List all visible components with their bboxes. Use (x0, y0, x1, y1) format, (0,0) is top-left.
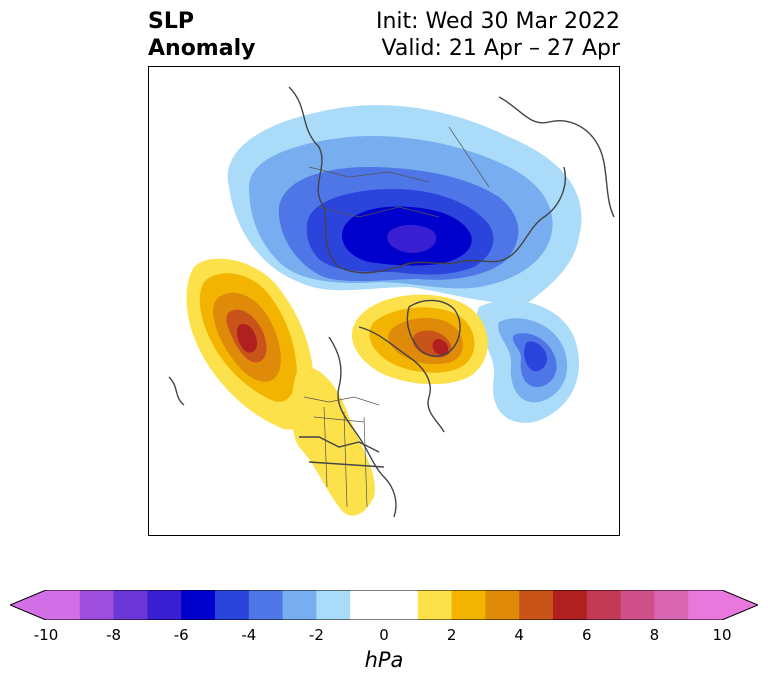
valid-range-label: Valid: 21 Apr – 27 Apr (381, 36, 621, 61)
init-date-label: Init: Wed 30 Mar 2022 (375, 9, 620, 34)
colorbar-segment (451, 590, 486, 620)
colorbar-tick-labels: -10 -8 -6 -4 -2 0 2 4 6 8 10 (0, 626, 768, 646)
negative-anomaly-atlantic (476, 300, 580, 423)
colorbar-segment (46, 590, 81, 620)
colorbar-segment (147, 590, 182, 620)
colorbar-segment (248, 590, 284, 620)
positive-anomaly-greenland (351, 294, 488, 385)
colorbar-tick-label: -10 (33, 626, 59, 644)
political-borders (303, 126, 490, 508)
colorbar-segment (282, 590, 317, 620)
colorbar-tick-label: -8 (106, 626, 122, 644)
colorbar-tick-label: 6 (582, 626, 592, 644)
title-line-1: SLP (148, 9, 194, 34)
colorbar-segment (654, 590, 689, 620)
colorbar-segment (620, 590, 655, 620)
colorbar-segment (485, 590, 520, 620)
map-title: SLP Anomaly (148, 8, 255, 62)
colorbar-tick-label: 0 (379, 626, 389, 644)
coastlines (168, 86, 615, 518)
colorbar-segment (553, 590, 588, 620)
colorbar-extend-low (10, 590, 46, 620)
colorbar-segment (417, 590, 453, 620)
colorbar-segment (688, 590, 723, 620)
colorbar-segment (519, 590, 554, 620)
colorbar-tick-label: 4 (514, 626, 524, 644)
colorbar-segment (79, 590, 115, 620)
colorbar-extend-high (722, 590, 758, 620)
colorbar-tick-label: 2 (446, 626, 457, 644)
colorbar-segment (384, 590, 419, 620)
colorbar-tick-label: -4 (241, 626, 257, 644)
map-panel (148, 66, 620, 536)
colorbar-segment (181, 590, 216, 620)
positive-anomaly-pacific (186, 258, 314, 430)
colorbar-tick-label: 10 (712, 626, 732, 644)
colorbar-unit-label: hPa (364, 648, 404, 672)
colorbar-segment (586, 590, 622, 620)
title-line-2: Anomaly (148, 36, 256, 61)
map-subtitle: Init: Wed 30 Mar 2022 Valid: 21 Apr – 27… (376, 8, 620, 62)
positive-anomaly-north-america (291, 366, 375, 516)
colorbar-segment (215, 590, 250, 620)
anomaly-map (168, 86, 615, 518)
colorbar-tick-label: 8 (649, 626, 660, 644)
colorbar-tick-label: -2 (308, 626, 324, 644)
negative-anomaly-arctic (227, 105, 582, 304)
colorbar-segment (350, 590, 385, 620)
colorbar-segment (316, 590, 351, 620)
colorbar (10, 590, 758, 620)
colorbar-segment (113, 590, 148, 620)
colorbar-tick-label: -6 (173, 626, 189, 644)
